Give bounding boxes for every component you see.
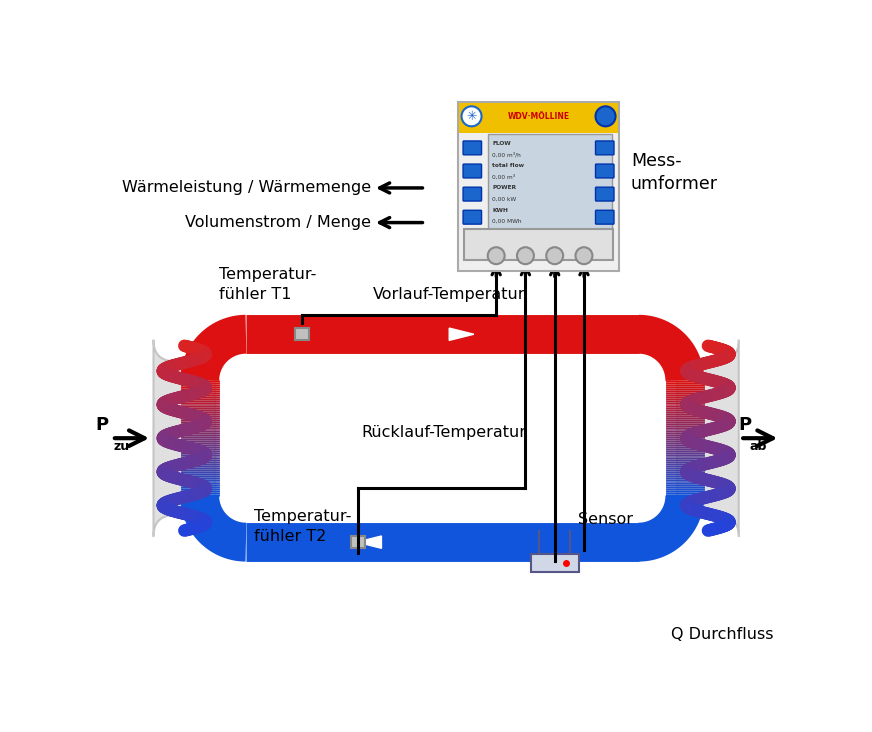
- Text: 0,00 MWh: 0,00 MWh: [493, 219, 521, 224]
- FancyBboxPatch shape: [458, 102, 619, 271]
- Text: 0,00 m³/h: 0,00 m³/h: [493, 152, 521, 157]
- FancyBboxPatch shape: [463, 187, 481, 201]
- FancyBboxPatch shape: [460, 103, 618, 132]
- Text: Volumenstrom / Menge: Volumenstrom / Menge: [186, 215, 371, 230]
- FancyBboxPatch shape: [464, 228, 613, 260]
- FancyBboxPatch shape: [488, 134, 611, 234]
- FancyBboxPatch shape: [531, 553, 578, 572]
- Circle shape: [596, 106, 616, 127]
- FancyBboxPatch shape: [596, 141, 614, 155]
- Text: Sensor: Sensor: [578, 512, 633, 526]
- Text: P: P: [738, 417, 751, 434]
- Text: Temperatur-
fühler T2: Temperatur- fühler T2: [254, 509, 351, 544]
- Text: 0,00 m³: 0,00 m³: [493, 174, 515, 179]
- Text: P: P: [95, 417, 108, 434]
- Text: Vorlauf-Temperatur: Vorlauf-Temperatur: [373, 287, 526, 302]
- Text: KWH: KWH: [493, 208, 508, 213]
- Text: ab: ab: [750, 440, 766, 452]
- Text: Q Durchfluss: Q Durchfluss: [671, 627, 773, 642]
- Text: Mess-
umformer: Mess- umformer: [631, 152, 718, 193]
- Circle shape: [546, 247, 563, 264]
- Text: total flow: total flow: [493, 163, 524, 168]
- Text: Wärmeleistung / Wärmemenge: Wärmeleistung / Wärmemenge: [122, 181, 371, 195]
- Circle shape: [461, 106, 481, 127]
- FancyBboxPatch shape: [463, 141, 481, 155]
- Text: 0,00 kW: 0,00 kW: [493, 197, 516, 201]
- Polygon shape: [357, 536, 381, 548]
- FancyBboxPatch shape: [153, 340, 215, 537]
- FancyBboxPatch shape: [596, 210, 614, 224]
- FancyBboxPatch shape: [351, 536, 364, 548]
- Text: zu: zu: [113, 440, 130, 452]
- FancyBboxPatch shape: [596, 164, 614, 178]
- Text: FLOW: FLOW: [493, 141, 511, 146]
- FancyBboxPatch shape: [677, 340, 739, 537]
- Text: Temperatur-
fühler T1: Temperatur- fühler T1: [219, 266, 317, 302]
- Text: POWER: POWER: [493, 185, 516, 190]
- Circle shape: [517, 247, 534, 264]
- FancyBboxPatch shape: [463, 210, 481, 224]
- Text: ✳: ✳: [467, 110, 477, 123]
- Circle shape: [576, 247, 592, 264]
- FancyBboxPatch shape: [463, 164, 481, 178]
- Circle shape: [487, 247, 505, 264]
- Text: WDV·MÖLLINE: WDV·MÖLLINE: [508, 112, 569, 121]
- FancyBboxPatch shape: [296, 328, 309, 340]
- Text: Rücklauf-Temperatur: Rücklauf-Temperatur: [361, 425, 527, 441]
- Polygon shape: [449, 328, 473, 340]
- FancyBboxPatch shape: [596, 187, 614, 201]
